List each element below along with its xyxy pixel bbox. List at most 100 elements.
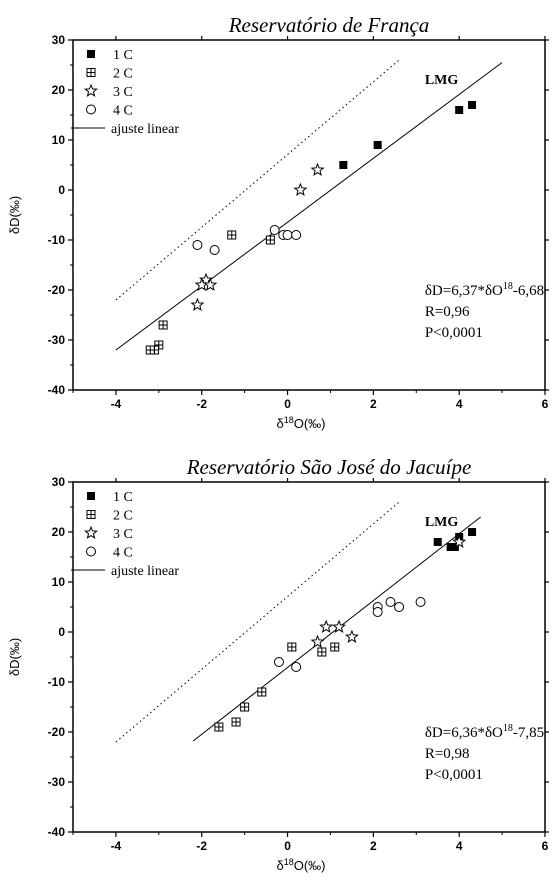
chart2-legend-marker [87,492,95,500]
chart2-title: Reservatório São José do Jacuípe [186,455,472,479]
chart1-legend-marker [87,50,95,58]
chart1-point-4c [209,245,220,255]
chart2-lmg-label: LMG [425,515,459,530]
chart2-point-4c [372,607,383,617]
chart1-xtick-label: -4 [111,397,122,411]
chart2-ytick-label: 10 [52,575,66,589]
chart1-p-value: P<0,0001 [425,325,483,341]
chart1-xtick-label: -2 [196,397,207,411]
chart2-point-3c [332,619,347,633]
chart2-point-2c [214,722,224,732]
chart2-point-1c [446,543,455,551]
chart1-point-4c [192,240,203,250]
chart2-point-2c [317,647,327,657]
chart1-point-2c-cross [227,231,236,239]
chart1-ytick-label: -40 [48,383,66,397]
chart1-point-3c [190,297,205,311]
chart1-point-2c [158,320,168,330]
chart2-point-2c-cross [232,718,241,726]
chart2-point-2c-cross [214,723,223,731]
chart2-legend-marker [86,546,96,557]
chart1-legend-label: 4 C [113,104,133,119]
chart2-point-1c [433,538,442,546]
chart1-point-2c-cross [146,346,155,354]
chart1-point-2c [145,345,155,355]
chart2-point-1c [450,543,459,551]
chart1-point-1c [455,106,464,114]
chart1-ytick-label: -30 [48,333,66,347]
chart1-point-4c [269,225,280,235]
chart1-equation: δD=6,37*δO18-6,68 [425,281,544,299]
chart2-point-2c-cross [317,648,326,656]
chart1-legend-label: 2 C [113,67,133,82]
chart1-legend-marker [86,68,96,77]
chart1-r-value: R=0,96 [425,304,470,320]
chart2-legend-label: 4 C [113,546,133,561]
chart1-legend-label: 3 C [113,85,133,100]
chart2-point-1c [468,528,477,536]
chart1-legend-label: 1 C [113,48,133,63]
chart2-point-2c-cross [240,703,249,711]
chart2-point-3c [319,619,334,633]
chart1-ytick-label: -10 [48,233,66,247]
chart1-title: Reservatório de França [228,13,430,37]
chart2-xtick-label: -4 [111,839,122,853]
chart1-point-2c [265,235,275,245]
chart1-ylabel: δD(‰) [7,196,22,234]
chart2-xlabel: δ18O(‰) [276,857,325,873]
chart2-point-3c [310,634,325,648]
chart1-point-2c-cross [159,321,168,329]
chart2-legend-label: 2 C [113,509,133,524]
chart2-legend-marker-cross [87,510,95,519]
chart2-legend-marker [83,525,99,539]
chart2-point-3c [452,534,467,548]
chart2-ytick-label: -20 [48,725,66,739]
chart2-point-2c-cross [330,643,339,651]
chart1-point-3c [310,162,325,176]
chart1-xtick-label: 2 [370,397,377,411]
chart1-ytick-label: 30 [52,33,66,47]
chart2-ytick-label: 0 [58,625,65,639]
chart2-ytick-label: 30 [52,475,66,489]
chart2-xtick-label: 2 [370,839,377,853]
chart1-xtick-label: 0 [284,397,291,411]
chart2-point-4c [291,662,302,672]
chart1-xlabel: δ18O(‰) [276,415,325,431]
chart2-point-3c [344,629,359,643]
chart2-xtick-label: 4 [456,839,463,853]
chart1-point-3c [293,182,308,196]
chart2-point-2c [231,717,241,727]
chart1-ytick-label: 20 [52,83,66,97]
chart2-point-2c [287,642,297,652]
chart2-xtick-label: -2 [196,839,207,853]
chart1-point-1c [339,161,348,169]
chart1-lmg-line [115,59,400,301]
chart2-legend-label: 1 C [113,490,133,505]
chart2-point-4c [273,657,284,667]
chart1: Reservatório de França-4 -2 0 2 4 6-40-30-20-… [7,13,549,431]
chart1-ytick-label: -20 [48,283,66,297]
chart2-ytick-label: -30 [48,775,66,789]
chart1-ytick-label: 0 [58,183,65,197]
chart2-ytick-label: 20 [52,525,66,539]
chart2-ytick-label: -10 [48,675,66,689]
chart1-point-4c [291,230,302,240]
chart2-legend-marker [86,510,96,519]
chart2-point-2c-cross [257,688,266,696]
chart1-point-4c [282,230,293,240]
chart2-legend-label: ajuste linear [111,564,179,579]
chart2-point-2c [257,687,267,697]
chart2-point-2c [240,702,250,712]
chart1-point-3c [203,277,218,291]
chart2-ytick-label: -40 [48,825,66,839]
chart2-p-value: P<0,0001 [425,767,483,783]
chart2-ylabel: δD(‰) [7,638,22,676]
chart1-ytick-label: 10 [52,133,66,147]
chart1-legend-marker-cross [87,68,95,77]
chart1-fit-line [115,62,503,351]
chart1-legend-marker [86,104,96,115]
chart1-point-1c [468,101,477,109]
chart1-legend-marker [83,83,99,97]
chart2-xtick-label: 0 [284,839,291,853]
